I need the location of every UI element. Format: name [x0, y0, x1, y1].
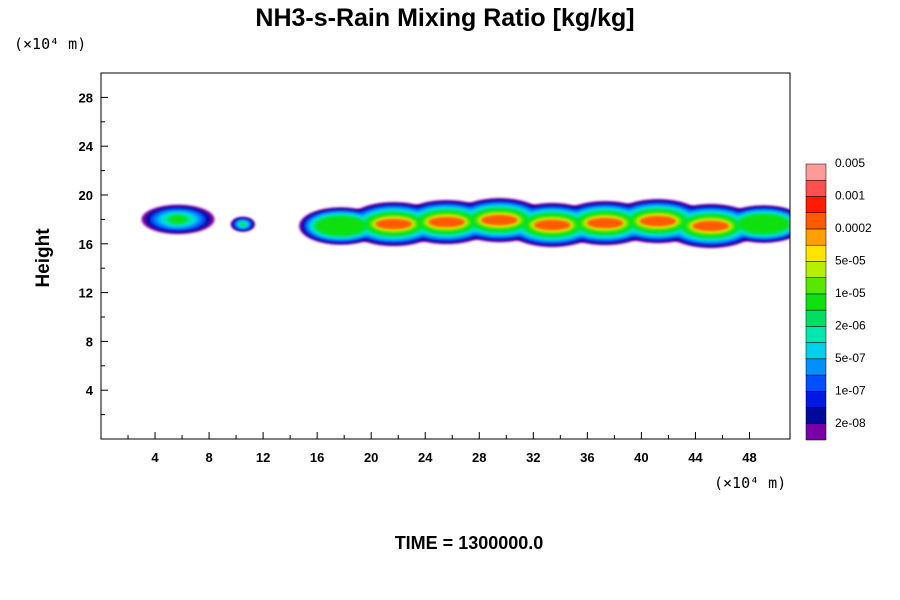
colorbar-swatch: [805, 326, 827, 343]
field-blob: [240, 222, 246, 227]
x-tick-label: 28: [472, 450, 486, 465]
colorbar-swatch: [805, 391, 827, 408]
x-tick-label: 20: [364, 450, 378, 465]
x-axis: 4 8 12 16 20 24 28 32 36 40 44 48: [127, 432, 757, 465]
field-blob: [639, 216, 676, 226]
colorbar: 2e-08 1e-07 5e-07 2e-06 1e-05 5e-05 0.0002 0.00…: [805, 156, 872, 441]
colorbar-swatch: [805, 179, 827, 197]
x-tick-label: 32: [526, 450, 540, 465]
colorbar-swatch: [805, 228, 827, 246]
field-blob: [739, 214, 789, 234]
colorbar-swatch: [805, 212, 827, 230]
mixing-ratio-field: [141, 198, 790, 248]
x-tick-label: 48: [742, 450, 756, 465]
colorbar-label: 0.005: [835, 156, 865, 170]
x-tick-label: 40: [634, 450, 648, 465]
colorbar-swatch: [805, 244, 827, 262]
y-tick-label: 8: [86, 334, 93, 349]
colorbar-swatch: [805, 358, 827, 376]
colorbar-swatch: [805, 196, 827, 213]
field-blob: [375, 219, 412, 229]
y-tick-label: 24: [79, 139, 94, 154]
y-units-label: (×10⁴ m): [14, 35, 86, 53]
field-blob: [170, 215, 186, 224]
field-region-main-band: [299, 198, 790, 248]
time-label: TIME = 1300000.0: [395, 533, 544, 553]
colorbar-swatch: [805, 293, 827, 311]
colorbar-swatch: [805, 374, 827, 392]
colorbar-swatch: [805, 407, 827, 425]
x-tick-label: 24: [418, 450, 433, 465]
field-blob: [534, 220, 571, 230]
y-tick-label: 28: [79, 90, 93, 105]
y-axis: 4 8 12 16 20 24 28: [79, 90, 108, 416]
x-tick-label: 44: [688, 450, 703, 465]
field-region-left-cloud: [141, 204, 215, 235]
x-tick-label: 12: [256, 450, 270, 465]
field-blob: [481, 215, 518, 225]
y-axis-label: Height: [33, 228, 54, 288]
field-blob: [587, 218, 624, 228]
colorbar-label: 1e-07: [835, 383, 866, 397]
y-tick-label: 12: [79, 286, 93, 301]
x-tick-label: 16: [310, 450, 324, 465]
plot-frame: [100, 72, 791, 440]
x-units-label: (×10⁴ m): [714, 474, 786, 492]
colorbar-label: 2e-06: [835, 318, 866, 332]
field-blob: [316, 216, 366, 236]
chart-title: NH3-s-Rain Mixing Ratio [kg/kg]: [255, 4, 634, 32]
y-tick-label: 16: [79, 237, 93, 252]
colorbar-swatch: [805, 277, 827, 295]
colorbar-label: 2e-08: [835, 416, 866, 430]
colorbar-label: 1e-05: [835, 286, 866, 300]
colorbar-swatch: [805, 261, 827, 278]
field-region-small-cloud: [230, 216, 256, 232]
colorbar-swatch: [805, 163, 827, 181]
colorbar-swatch: [805, 309, 827, 327]
x-tick-label: 36: [580, 450, 594, 465]
colorbar-label: 5e-07: [835, 351, 866, 365]
colorbar-label: 5e-05: [835, 253, 866, 267]
y-tick-label: 4: [86, 383, 94, 398]
x-tick-label: 8: [205, 450, 212, 465]
colorbar-swatch: [805, 423, 827, 441]
x-tick-label: 4: [151, 450, 159, 465]
colorbar-swatch: [805, 342, 827, 360]
colorbar-label: 0.0002: [835, 221, 872, 235]
y-tick-label: 20: [79, 188, 93, 203]
colorbar-label: 0.001: [835, 188, 865, 202]
field-blob: [428, 217, 465, 227]
field-blob: [692, 221, 729, 231]
